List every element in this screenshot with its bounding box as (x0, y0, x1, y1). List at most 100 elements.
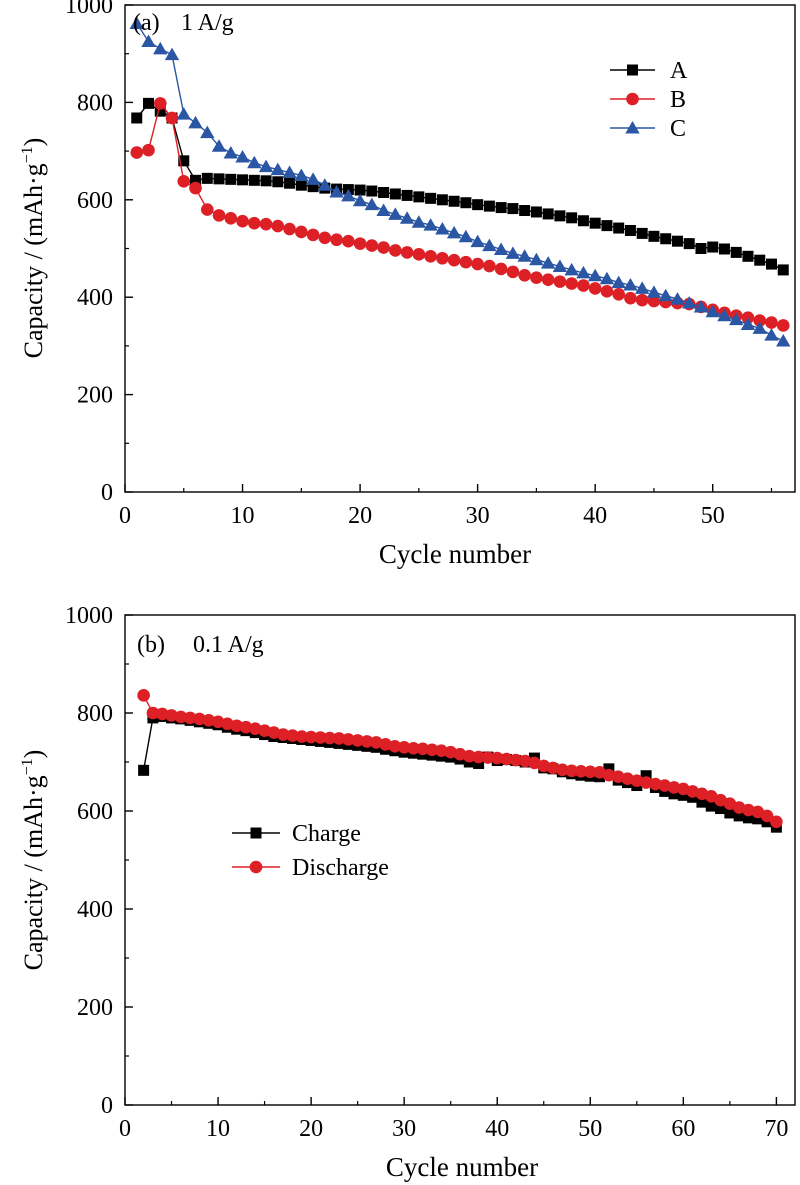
panel-b-y-tick-label-3: 600 (77, 799, 113, 825)
panel-a-series-a-point-26 (436, 194, 448, 206)
panel-b-series-discharge-point-11 (239, 720, 253, 734)
panel-b-x-tick-label-3: 30 (392, 1116, 416, 1142)
panel-a-series-c-point-44 (646, 285, 662, 298)
panel-a-series-c-point-22 (388, 207, 403, 220)
panel-a-series-b-point-43 (635, 293, 649, 307)
panel-a-series-b-point-9 (236, 214, 249, 228)
panel-a-series-c-point-35 (540, 256, 556, 269)
panel-a-series-c-point-24 (411, 215, 427, 228)
panel-a-y-tick-label-4: 800 (77, 90, 113, 116)
panel-a-series-a-point-52 (742, 250, 754, 262)
panel-a-series-a-point-30 (483, 200, 495, 212)
panel-a-series-c-point-41 (611, 275, 626, 289)
panel-b-plot-area: 0 10 20 30 40 50 60 70 0 200 400 600 800 1000 (65, 603, 796, 1142)
panel-a-series-c-point-32 (505, 246, 521, 259)
panel-a-annotation: 1 A/g (181, 10, 234, 36)
panel-a-series-c-point-52 (740, 317, 756, 330)
panel-b-series-discharge-point-20 (323, 731, 337, 745)
panel-a-series-a-point-36 (554, 210, 566, 222)
panel-b-annotation: 0.1 A/g (193, 632, 264, 658)
panel-a-series-a-point-10 (248, 174, 260, 186)
panel-a-series-c-point-16 (317, 178, 333, 191)
panel-a-series-c-point-17 (329, 185, 344, 198)
panel-a-legend-b-marker (626, 92, 639, 106)
panel-a-y-axis-label-close: ) (19, 138, 48, 147)
panel-a-series-b-point-18 (342, 234, 355, 248)
panel-b-series-discharge-point-50 (602, 768, 616, 782)
panel-a-series-a-point-4 (178, 155, 190, 167)
panel-b-series-discharge-point-21 (332, 732, 346, 745)
panel-a-series-c-point-8 (223, 146, 238, 159)
panel-a-series-a-point-41 (613, 222, 625, 234)
panel-b-series-discharge-point-67 (760, 809, 774, 823)
panel-a-series-a-point-35 (542, 208, 554, 220)
panel-a-series-b-point-40 (600, 285, 614, 298)
panel-a-series-c-point-21 (376, 203, 391, 217)
panel-b-series-charge-point-54 (640, 770, 652, 782)
panel-a-y-axis-label: Capacity / (mAh·g−1) (19, 138, 48, 359)
panel-b-y-axis-label-main: Capacity / (mAh·g (19, 775, 48, 970)
panel-a-series (129, 16, 791, 347)
panel-b-series-discharge-point-17 (295, 730, 309, 743)
panel-b-y-tick-label-5: 1000 (65, 603, 113, 629)
panel-a-y-tick-label-0: 0 (101, 480, 113, 506)
panel-a-series-b-point-14 (295, 225, 308, 239)
panel-a-series-b-point-26 (436, 251, 449, 265)
panel-a-series-a-point-47 (683, 238, 695, 250)
panel-a-series-c-point-37 (564, 262, 579, 276)
panel-b-series-discharge-point-31 (425, 743, 439, 757)
panel-a-y-tick-label-3: 600 (77, 188, 113, 214)
panel-a-series-b-point-54 (765, 316, 778, 329)
panel-b-legend: Charge Discharge (232, 821, 389, 881)
panel-b-series-discharge-point-7 (202, 714, 216, 727)
panel-b-series-discharge-point-35 (463, 749, 476, 763)
panel-a-series-a-point-37 (566, 212, 578, 224)
panel-b-series-discharge-point-39 (500, 752, 513, 766)
panel-a-series-c-point-30 (482, 238, 497, 252)
panel-a-series-b-point-37 (565, 277, 578, 290)
panel-b-series (137, 689, 783, 833)
panel-a-series-b-point-38 (577, 279, 590, 292)
panel-a-y-tick-label-5: 1000 (65, 0, 113, 19)
panel-a: 0 10 20 30 40 50 0 200 400 600 800 1000 (a) 1 A/g A… (19, 0, 796, 569)
panel-a-series-b-point-24 (412, 248, 426, 261)
panel-a-series-c-point-15 (305, 172, 321, 185)
panel-b-x-tick-label-7: 70 (764, 1116, 788, 1142)
panel-a-series-c-point-54 (764, 328, 779, 341)
panel-a-series-c-point-51 (729, 312, 744, 326)
panel-b-y-axis-label: Capacity / (mAh·g−1) (19, 750, 48, 971)
panel-b-series-discharge-point-46 (565, 764, 578, 778)
panel-a-series-a-point-6 (201, 172, 213, 184)
panel-a-series-c-point-28 (458, 229, 474, 243)
panel-a-series-b-point-11 (259, 217, 273, 231)
panel-b-x-tick-label-1: 10 (206, 1116, 230, 1142)
panel-a-series-b-point-29 (471, 257, 484, 271)
panel-a-x-tick-label-2: 20 (348, 503, 372, 529)
panel-b-series-charge-point-63 (724, 807, 736, 819)
panel-b-legend-charge-marker (250, 827, 262, 839)
panel-a-series-c-point-12 (270, 162, 286, 176)
panel-b-series-discharge-point-2 (155, 707, 169, 721)
panel-a-series-c-point-53 (752, 321, 767, 334)
panel-b-series-charge-point-60 (696, 796, 708, 808)
panel-b-series-charge-point-61 (705, 800, 717, 812)
panel-b-series-discharge-point-32 (435, 744, 448, 758)
panel-a-series-a-point-14 (295, 179, 307, 191)
panel-b-series-discharge-markers (137, 689, 783, 829)
panel-a-series-b-point-27 (447, 253, 461, 267)
panel-b-series-discharge-point-30 (416, 742, 430, 756)
panel-a-series-c-point-43 (634, 281, 650, 294)
panel-a-series-a-point-46 (671, 235, 683, 247)
panel-a-series-c-point-55 (776, 334, 791, 347)
panel-a-legend-b-label: B (670, 87, 686, 113)
panel-a-series-c-point-7 (211, 139, 227, 152)
panel-b-series-discharge-point-23 (351, 734, 364, 747)
panel-a-series-c-point-6 (200, 125, 215, 139)
panel-b-series-charge-point-57 (668, 788, 680, 800)
panel-b-series-discharge-point-1 (146, 706, 160, 720)
panel-a-series-c-point-20 (364, 197, 380, 211)
panel-a-series-c-point-10 (247, 155, 262, 169)
panel-a-series-b-point-3 (165, 111, 179, 125)
panel-b-series-discharge-point-48 (583, 765, 597, 779)
